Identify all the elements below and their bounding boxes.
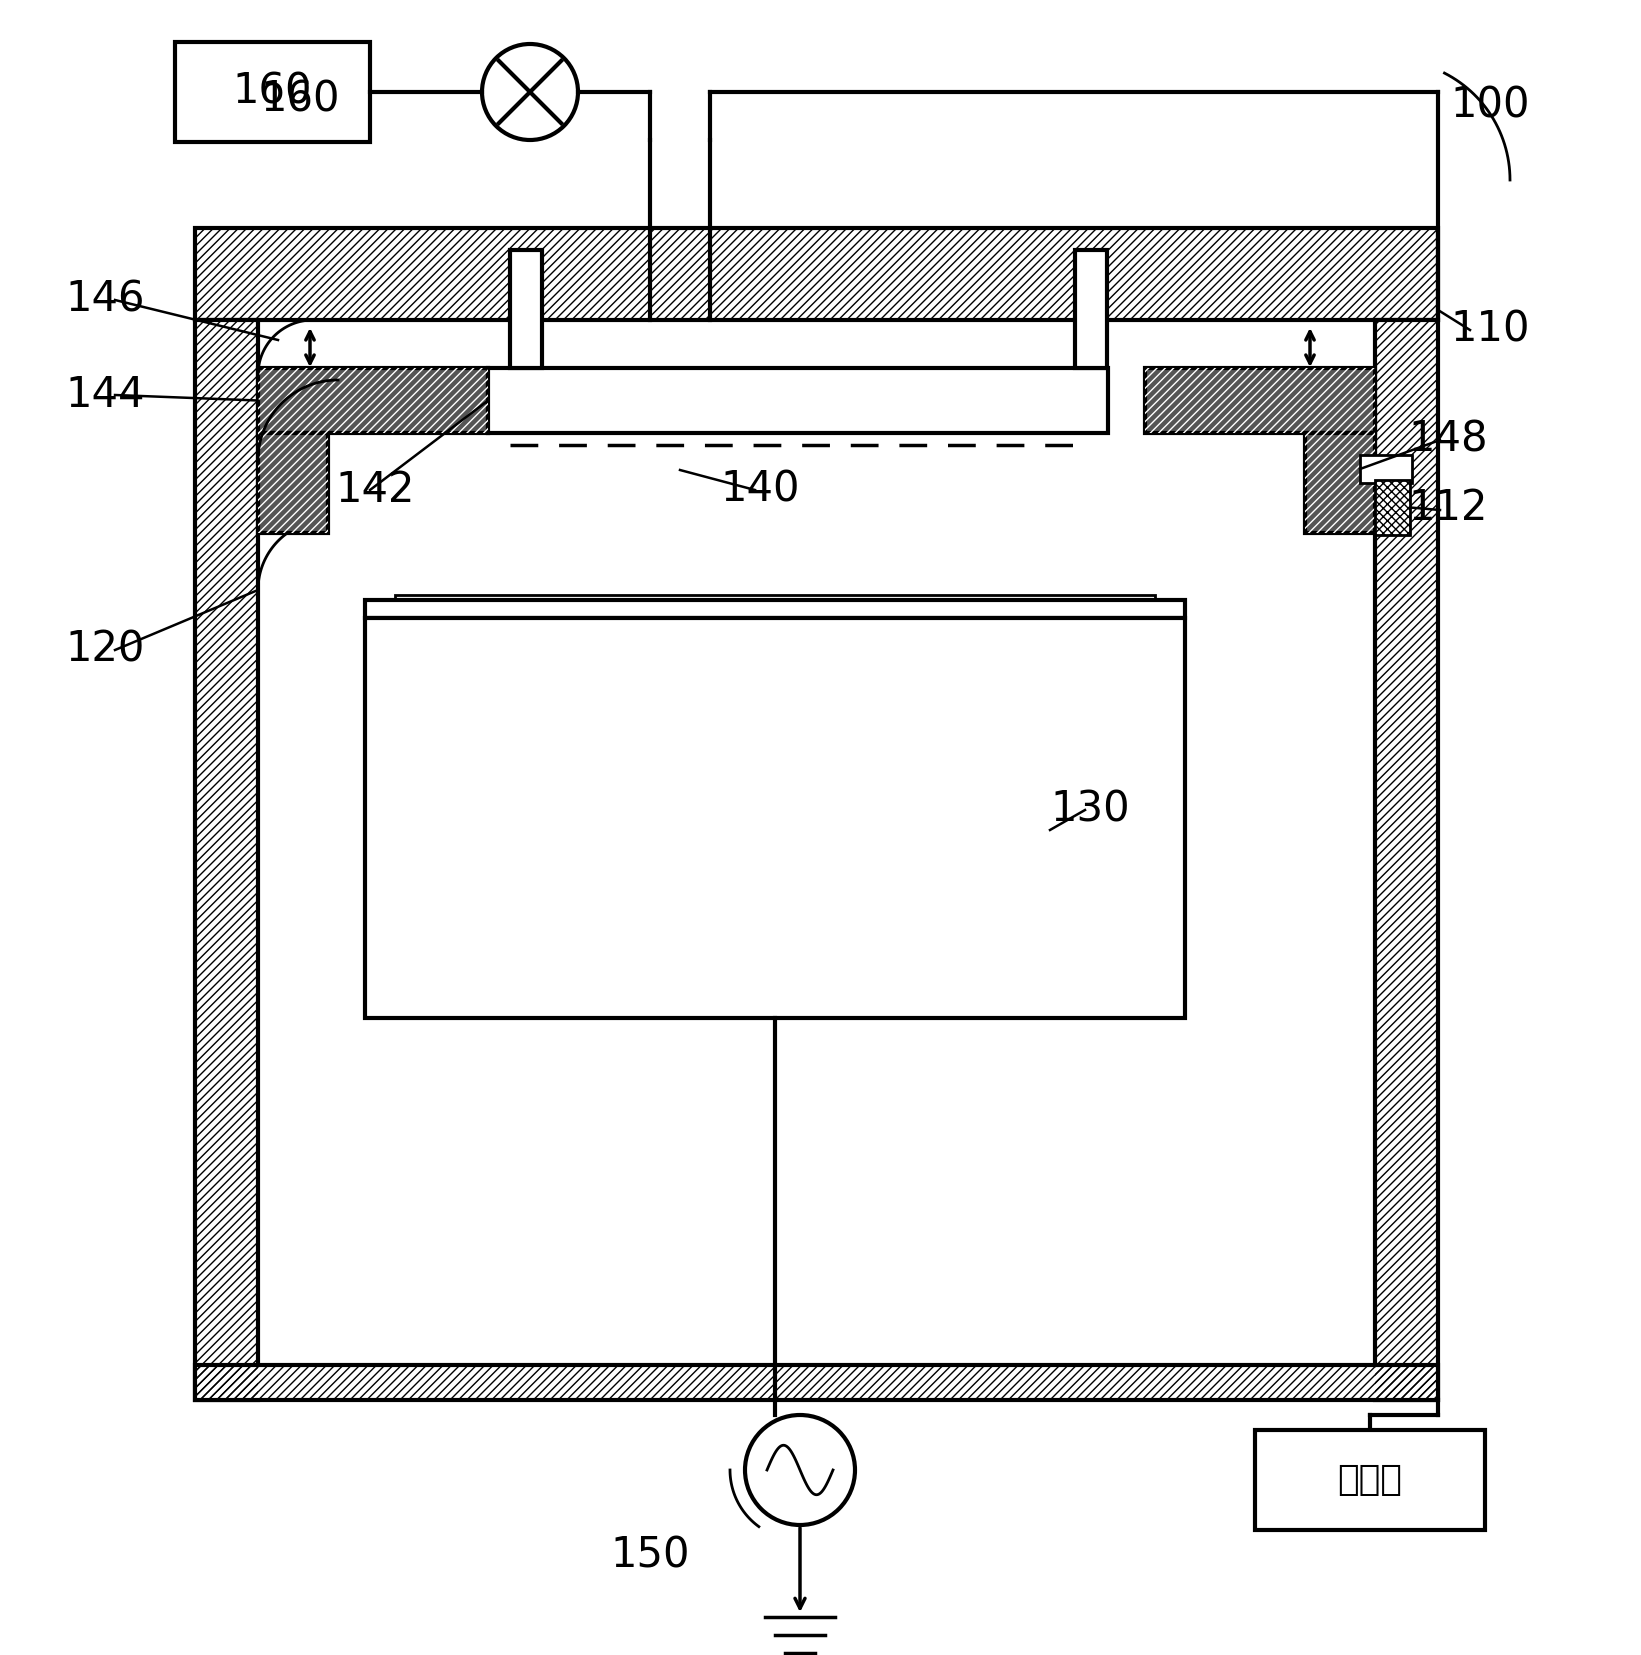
Text: 150: 150: [610, 1534, 689, 1576]
Bar: [195, 228, 1438, 319]
Text: 100: 100: [1451, 84, 1529, 126]
Bar: [364, 601, 1185, 617]
Text: 160: 160: [233, 71, 312, 113]
Bar: [258, 319, 1375, 1365]
Text: 120: 120: [66, 629, 144, 670]
Bar: [1375, 319, 1438, 1400]
Bar: [364, 617, 1185, 1018]
Bar: [1375, 480, 1410, 535]
Text: 144: 144: [66, 374, 144, 415]
Bar: [195, 228, 1438, 319]
Bar: [258, 434, 328, 533]
Text: 148: 148: [1408, 419, 1488, 462]
Bar: [1375, 319, 1438, 1400]
Circle shape: [482, 45, 578, 141]
Bar: [1305, 434, 1375, 533]
Bar: [195, 1365, 1438, 1400]
Text: 112: 112: [1408, 487, 1488, 530]
Bar: [258, 367, 487, 434]
Bar: [487, 367, 1108, 434]
Text: 160: 160: [261, 79, 340, 121]
Bar: [176, 41, 369, 142]
Bar: [195, 319, 258, 1400]
Text: 142: 142: [335, 468, 415, 511]
Text: 110: 110: [1451, 309, 1529, 351]
Bar: [1145, 367, 1375, 434]
Text: 真空泵: 真空泵: [1337, 1463, 1403, 1498]
Circle shape: [745, 1415, 855, 1524]
Text: 130: 130: [1050, 789, 1129, 831]
Bar: [510, 250, 542, 367]
Text: 140: 140: [720, 468, 799, 511]
Bar: [258, 434, 328, 533]
Text: 146: 146: [66, 280, 144, 321]
Bar: [395, 596, 1155, 606]
Bar: [1075, 250, 1108, 367]
Bar: [258, 367, 487, 434]
Bar: [1375, 480, 1410, 535]
Bar: [1145, 367, 1375, 434]
Bar: [195, 319, 258, 1400]
Bar: [1305, 434, 1375, 533]
Bar: [1360, 455, 1411, 483]
Bar: [195, 1365, 1438, 1400]
Bar: [1255, 1430, 1485, 1529]
